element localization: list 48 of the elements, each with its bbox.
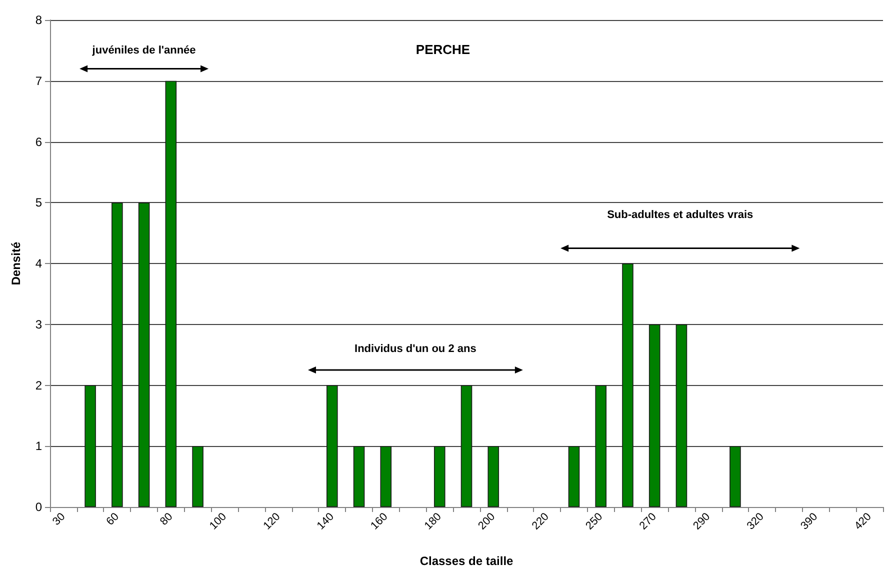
y-tick-label: 1 xyxy=(35,439,42,454)
bar xyxy=(112,202,123,507)
bar xyxy=(380,446,392,507)
bar xyxy=(460,385,472,507)
x-tick-label: 320 xyxy=(744,510,766,532)
text: PERCHE xyxy=(416,42,470,57)
x-tick-label: 390 xyxy=(798,510,820,532)
bar xyxy=(676,324,688,507)
y-axis-title: Densité xyxy=(9,242,23,286)
x-tick-label: 30 xyxy=(50,510,68,528)
x-tick-label: 180 xyxy=(422,510,444,532)
y-tick-label: 2 xyxy=(35,378,42,392)
x-tick-label: 250 xyxy=(584,510,606,532)
y-tick-label: 0 xyxy=(35,500,42,514)
x-tick-label: 290 xyxy=(691,510,713,532)
x-tick-label: 270 xyxy=(637,510,659,532)
bar xyxy=(353,446,365,507)
x-tick-label: 220 xyxy=(530,510,552,532)
x-tick-label: 60 xyxy=(104,510,122,528)
x-tick-label: 80 xyxy=(158,510,176,528)
y-tick-label: 7 xyxy=(35,74,42,88)
x-tick-label: 160 xyxy=(368,510,390,532)
y-tick-label: 4 xyxy=(35,256,42,270)
annotation: juvéniles de l'année xyxy=(91,44,196,56)
y-tick-label: 8 xyxy=(35,13,42,27)
x-tick-label: 120 xyxy=(261,510,283,532)
x-tick-label: 200 xyxy=(476,510,498,532)
bar xyxy=(595,385,606,507)
annotation: Sub-adultes et adultes vrais xyxy=(607,208,754,221)
annotation: Individus d'un ou 2 ans xyxy=(354,342,476,355)
bar xyxy=(648,324,660,507)
x-tick-label: 140 xyxy=(314,510,336,532)
y-tick-label: 3 xyxy=(35,317,42,332)
bar xyxy=(192,446,204,507)
bar xyxy=(568,446,580,507)
bar xyxy=(138,202,150,507)
bar xyxy=(730,446,741,507)
bar xyxy=(326,385,338,507)
bar xyxy=(622,264,634,507)
bar xyxy=(488,446,500,507)
x-tick-label: 100 xyxy=(207,510,229,532)
x-axis-title: Classes de taille xyxy=(420,554,514,568)
bar xyxy=(84,385,96,507)
bar xyxy=(165,80,177,507)
x-tick-label: 420 xyxy=(852,510,874,532)
y-tick-label: 6 xyxy=(35,134,42,149)
bar xyxy=(434,446,446,507)
y-tick-label: 5 xyxy=(35,196,42,210)
